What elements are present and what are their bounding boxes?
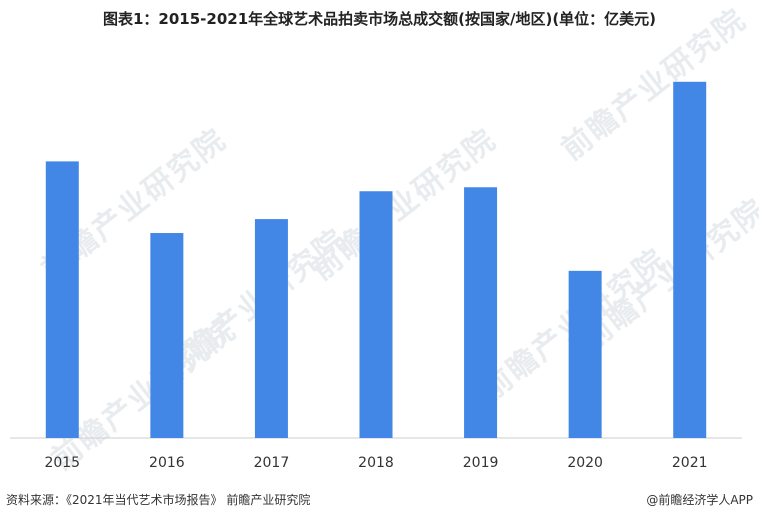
x-tick-label: 2016 (149, 455, 185, 471)
bar-2021 (673, 81, 707, 438)
credit-note: @前瞻经济学人APP (646, 493, 753, 507)
x-tick-label: 2019 (463, 455, 499, 471)
x-tick-label: 2021 (672, 455, 708, 471)
source-note: 资料来源：《2021年当代艺术市场报告》 前瞻产业研究院 (6, 493, 311, 507)
x-tick-label: 2017 (254, 455, 290, 471)
footer: 资料来源：《2021年当代艺术市场报告》 前瞻产业研究院 @前瞻经济学人APP (6, 491, 753, 511)
x-tick-label: 2020 (567, 455, 603, 471)
bar-2020 (568, 270, 602, 438)
bar-2018 (359, 191, 393, 438)
x-tick-label: 2018 (358, 455, 394, 471)
chart-title: 图表1：2015-2021年全球艺术品拍卖市场总成交额(按国家/地区)(单位：亿… (102, 10, 657, 28)
bar-2016 (150, 233, 184, 438)
bar-2017 (254, 219, 288, 438)
x-tick-label: 2015 (44, 455, 80, 471)
bar-2015 (45, 161, 79, 438)
bar-2019 (464, 187, 498, 438)
